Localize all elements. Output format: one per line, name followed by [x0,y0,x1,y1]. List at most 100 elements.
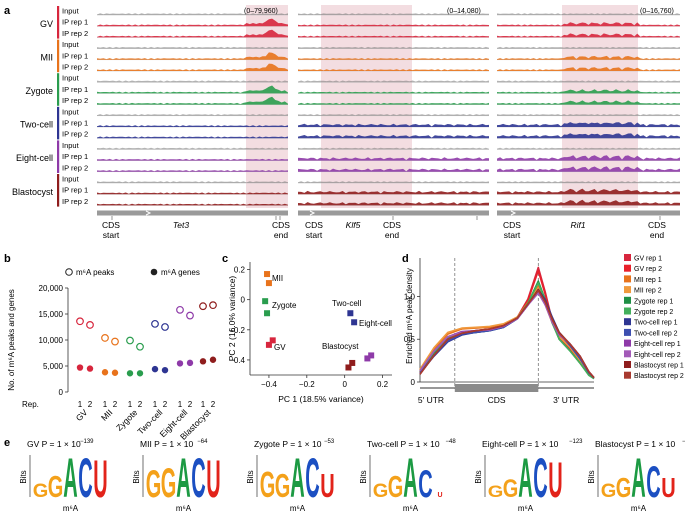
coverage-track [497,188,680,195]
track-label: IP rep 2 [62,197,88,206]
coverage-track [497,181,680,183]
track-label: IP rep 2 [62,29,88,38]
coverage-track [497,67,680,71]
pca-label: Eight-cell [359,319,392,328]
cds-end-label: CDS [383,220,401,230]
gene-point [176,360,184,367]
coverage-track [298,13,489,15]
motif-letter-A: A [290,446,304,509]
rep-number: 1 [103,400,108,409]
motif-pvalue-exponent: −64 [197,439,208,445]
coverage-track [298,35,489,38]
coverage-track [298,80,489,83]
motif-pvalue-exponent: −48 [446,439,457,445]
gene-point [161,366,169,374]
coverage-track [97,203,288,206]
x-tick-label: −0.4 [261,380,277,389]
coverage-track [97,85,288,94]
pca-point-Zygote [262,298,269,305]
legend-swatch [624,286,631,294]
coverage-track [298,114,489,116]
series-line-MII-rep-1 [419,285,595,379]
stage-label: Eight-cell [16,153,53,163]
gene-point [199,358,207,365]
motif-letter-A: A [63,446,77,509]
motif-letter-U: U [548,452,562,509]
track-label: IP rep 1 [62,85,88,94]
gene-point [136,370,144,377]
pca-label: MII [272,274,283,283]
peak-point [111,337,119,346]
motif-letter-G: G [146,462,162,506]
coverage-track [298,202,489,206]
track-label: Input [62,175,80,184]
panel-letter-b: b [4,253,11,265]
motif-y-label: Bits [587,470,596,483]
peak-point [76,317,84,326]
y-axis-label: No. of m⁶A peaks and genes [7,289,16,391]
motif-letter-G: G [260,465,276,506]
motif-title-GV: GV P = 1 × 10 [27,439,81,449]
legend-swatch [624,328,631,336]
legend-marker-peaks [65,268,73,276]
coverage-track [97,114,288,116]
y-axis-label: PC 2 (16.0% variance) [227,276,237,362]
coverage-track [497,33,680,38]
legend-label-peaks: m⁶A peaks [76,268,114,277]
coverage-track [497,22,680,27]
panel-letter-a: a [4,5,11,17]
track-label: Input [62,141,80,150]
y-tick-label: 0 [241,296,246,305]
y-tick-label: −0.4 [229,356,245,365]
track-label: IP rep 1 [62,119,88,128]
cds-end-label: end [385,230,399,240]
coverage-track [497,166,680,172]
motif-letter-C: C [646,458,660,507]
gene-name: Rif1 [570,220,585,230]
motif-letter-C: C [418,462,432,506]
cds-start-label: CDS [102,220,120,230]
pca-point-Eight-cell [364,355,371,362]
legend-label: Eight-cell rep 1 [634,341,681,348]
legend-swatch [624,371,631,379]
pca-label: Zygote [272,301,297,310]
motif-x-label: m⁶A [631,504,647,513]
x-axis-label: PC 1 (18.5% variance) [278,394,364,404]
coverage-track [298,91,489,94]
locus-range-1: (0–79,960) [244,8,278,15]
motif-letter-G: G [503,474,519,503]
y-tick-label: 0.2 [234,266,246,275]
track-label: IP rep 1 [62,51,88,60]
coverage-track [97,13,288,15]
series-line-Blastocyst-rep-2 [419,289,595,379]
panel-c-pca: −0.4 −0.4 −0.2 −0.2 0 0 0.2 0.2 PC 1 (18.5% vari… [227,262,392,404]
stage-label: MII [41,52,54,62]
cds-end-label: CDS [648,220,666,230]
rep-number: 2 [163,400,168,409]
coverage-track [97,181,288,183]
motif-pvalue-exponent: −53 [324,439,335,445]
legend-label: Blastocyst rep 1 [634,363,684,370]
coverage-track [298,123,489,127]
coverage-track [497,13,680,15]
track-label: Input [62,74,80,83]
coverage-track [497,80,680,83]
motif-letter-A: A [518,446,532,509]
coverage-track [97,192,288,195]
coverage-track [97,18,288,27]
coverage-track [298,134,489,139]
motif-pvalue-exponent: −139 [80,439,94,445]
stage-label: Blastocyst [12,187,54,197]
stage-label: Zygote [25,86,53,96]
pca-point-Two-cell [351,319,358,326]
motif-y-label: Bits [359,470,368,483]
cds-box [454,384,539,392]
legend-swatch [624,318,631,326]
series-line-MII-rep-2 [419,287,595,379]
motif-title-Blastocyst: Blastocyst P = 1 × 10 [595,439,675,449]
peak-point [101,334,109,342]
coverage-track [97,29,288,38]
coverage-track [298,181,489,183]
motif-letter-U: U [661,473,675,504]
legend-label: GV rep 1 [634,256,662,263]
